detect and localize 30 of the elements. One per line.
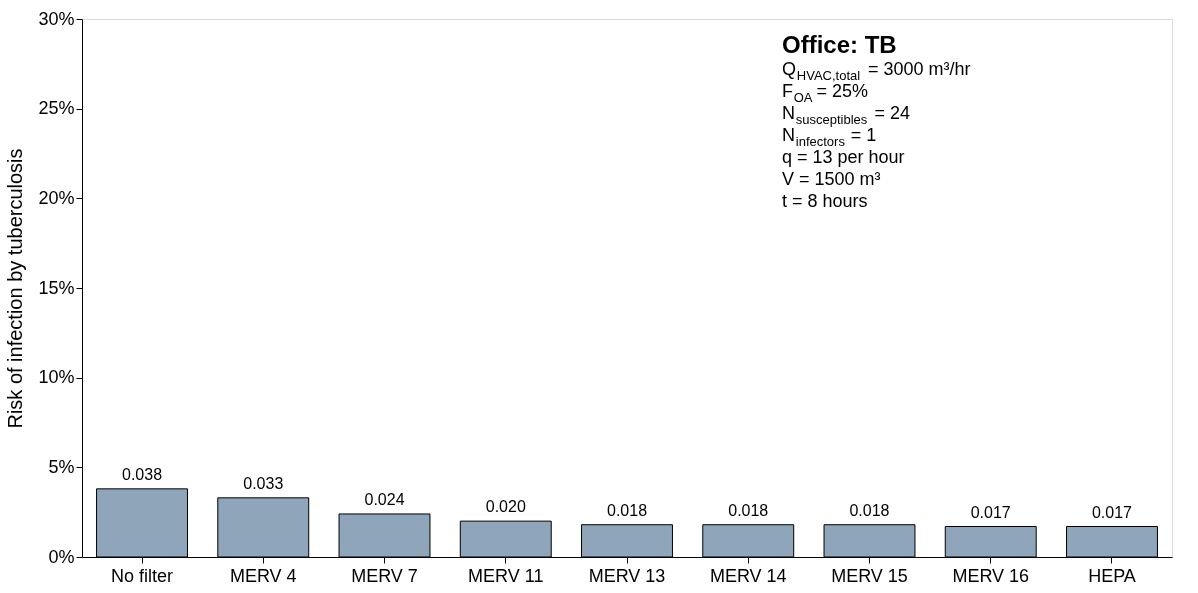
y-tick-label: 10% [38,367,75,388]
data-label: 0.020 [485,498,526,516]
data-label: 0.018 [606,501,648,519]
x-tick-label: MERV 4 [229,565,297,586]
y-tick-label: 20% [38,187,75,208]
data-label: 0.018 [849,501,890,519]
annotation: q = 13 per hour [782,147,905,167]
x-tick-label: MERV 14 [709,565,787,586]
data-label: 0.017 [1091,503,1133,521]
data-label: 0.038 [121,465,163,483]
x-tick-label: No filter [111,565,174,586]
x-tick-label: HEPA [1088,565,1136,586]
annotation: t = 8 hours [782,191,868,211]
data-label: 0.033 [243,474,284,492]
y-tick-label: 0% [48,546,75,567]
x-tick-label: MERV 11 [468,565,544,586]
x-tick-label: MERV 15 [831,565,908,586]
x-tick-label: MERV 7 [351,565,418,586]
y-tick-label: 5% [48,456,75,477]
annotation: V = 1500 m³ [782,169,881,189]
y-tick-label: 30% [38,8,75,29]
y-tick-label: 15% [38,277,75,298]
x-tick-label: MERV 16 [952,565,1030,586]
x-tick-label: MERV 13 [588,565,666,586]
data-label: 0.018 [728,501,769,519]
data-label: 0.024 [364,490,405,508]
data-label: 0.017 [970,503,1011,521]
annotation: Office: TB [782,31,897,58]
y-tick-label: 25% [38,98,75,119]
y-axis-title: Risk of infection by tuberculosis [4,148,27,429]
